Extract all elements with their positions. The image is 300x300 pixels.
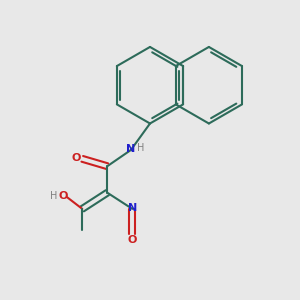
Text: O: O <box>58 191 68 201</box>
Text: O: O <box>128 236 137 245</box>
Text: H: H <box>137 142 145 153</box>
Text: H: H <box>50 190 57 201</box>
Text: N: N <box>126 143 136 154</box>
Text: N: N <box>128 203 137 213</box>
Text: O: O <box>71 153 80 163</box>
